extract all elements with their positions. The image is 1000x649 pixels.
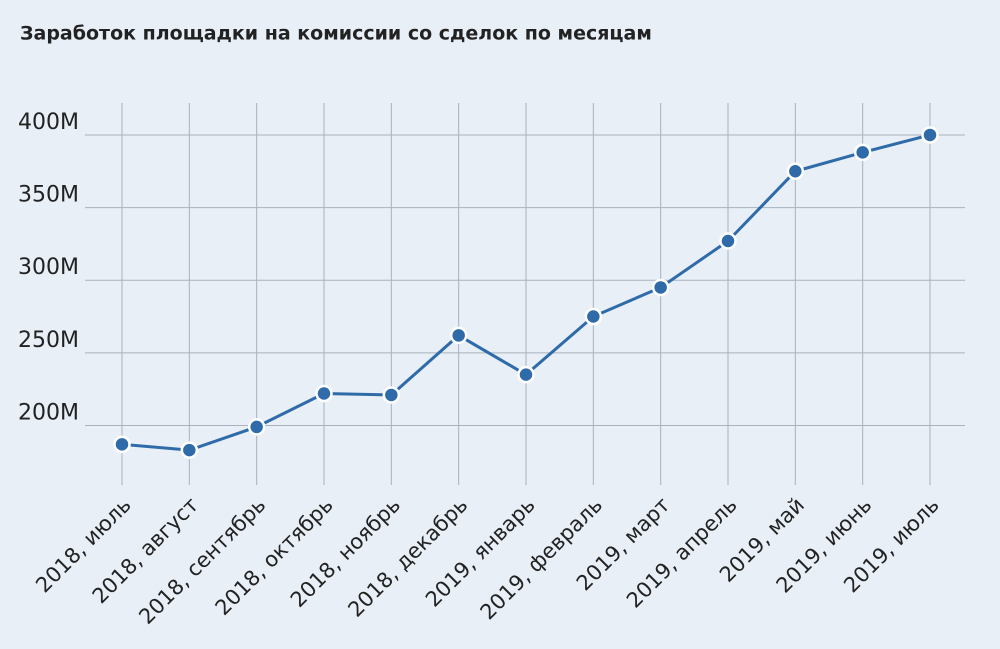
x-tick-label: 2018, декабрь: [343, 493, 472, 622]
point: [786, 162, 805, 181]
y-tick-label: 250M: [18, 328, 79, 353]
point: [651, 278, 670, 297]
point: [180, 441, 199, 459]
point: [921, 126, 939, 144]
point: [719, 232, 737, 250]
y-tick-label: 200M: [18, 400, 79, 425]
x-tick-label: 2018, октябрь: [211, 493, 338, 620]
y-tick-label: 400M: [18, 110, 79, 135]
point: [584, 307, 603, 326]
point: [382, 386, 401, 404]
point: [853, 143, 872, 162]
chart-title: Заработок площадки на комиссии со сделок…: [20, 23, 652, 45]
point: [247, 418, 266, 436]
point: [315, 384, 333, 403]
y-tick-label: 300M: [18, 255, 79, 280]
y-tick-label: 350M: [18, 183, 79, 208]
x-tick-label: 2018, сентябрь: [134, 493, 270, 629]
point: [517, 365, 535, 384]
x-tick-label: 2019, февраль: [476, 493, 608, 625]
point: [113, 435, 131, 454]
point: [449, 326, 468, 345]
